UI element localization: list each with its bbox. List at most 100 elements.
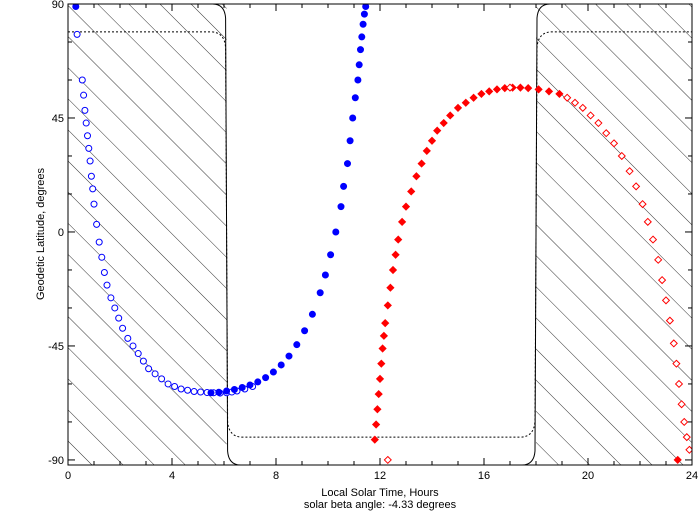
point-series3-10 (625, 167, 634, 176)
point-series2-16 (407, 187, 416, 196)
point-series2-23 (446, 111, 455, 120)
point-series2-35 (544, 87, 554, 96)
point-series1-0 (72, 4, 80, 11)
point-series2-18 (417, 159, 426, 168)
x-axis-title: Local Solar Time, Hours (321, 487, 439, 499)
point-series0-21 (129, 342, 137, 350)
point-series0-2 (80, 91, 88, 99)
point-series3-2 (563, 93, 572, 102)
point-series1-8 (262, 374, 270, 382)
x-tick-labels: 0 4 8 12 16 20 24 (65, 470, 698, 482)
point-series2-17 (412, 172, 421, 181)
point-series2-19 (422, 146, 431, 156)
point-series2-24 (453, 103, 463, 112)
point-series0-4 (82, 119, 90, 127)
point-series3-0 (383, 455, 392, 465)
point-series0-18 (115, 314, 123, 322)
point-series1-3 (223, 387, 231, 395)
point-series3-3 (570, 98, 580, 107)
point-series2-8 (381, 319, 390, 328)
point-series3-15 (654, 255, 663, 264)
terminator-curves (68, 4, 692, 465)
point-series3-16 (657, 275, 667, 285)
point-series2-22 (439, 118, 448, 128)
point-series2-27 (477, 89, 486, 99)
x-tick-label-24: 24 (686, 470, 698, 482)
point-series2-33 (524, 83, 533, 93)
point-series2-14 (397, 217, 407, 226)
point-series2-37 (673, 455, 682, 465)
point-series2-26 (469, 93, 478, 102)
point-series2-2 (373, 405, 382, 414)
point-series2-9 (383, 301, 392, 310)
point-series0-30 (184, 386, 192, 394)
point-series1-29 (359, 20, 367, 28)
point-series1-9 (269, 368, 277, 376)
point-series0-13 (98, 253, 106, 261)
point-series2-12 (391, 250, 400, 259)
point-series0-22 (134, 350, 142, 358)
point-series1-7 (254, 378, 262, 386)
point-series3-23 (680, 417, 689, 427)
point-series2-7 (379, 331, 389, 340)
x-tick-label-4: 4 (169, 470, 175, 482)
point-series1-15 (316, 289, 324, 297)
point-series1-27 (357, 46, 364, 54)
point-series2-3 (374, 389, 383, 399)
beta-angle-caption: solar beta angle: -4.33 degrees (304, 499, 457, 511)
point-series0-16 (107, 294, 115, 302)
point-series0-15 (103, 281, 111, 289)
point-series0-26 (158, 375, 166, 383)
point-series2-20 (427, 136, 437, 145)
point-series3-14 (648, 235, 658, 244)
y-axis-title: Geodetic Latitude, degrees (35, 167, 47, 300)
point-series2-25 (461, 98, 470, 107)
axis-ticks (67, 3, 693, 465)
point-series0-0 (73, 30, 81, 38)
point-series3-24 (682, 433, 691, 442)
point-series0-31 (190, 388, 198, 396)
point-series1-21 (344, 160, 351, 168)
point-series0-20 (124, 334, 132, 342)
point-series1-25 (354, 76, 362, 84)
point-series0-3 (81, 106, 89, 114)
point-series0-27 (164, 380, 172, 388)
point-series1-22 (346, 137, 354, 145)
point-series0-7 (86, 157, 94, 165)
x-tick-label-20: 20 (582, 470, 594, 482)
night-regions (68, 4, 692, 465)
point-series1-30 (360, 10, 368, 18)
point-series2-34 (534, 85, 543, 94)
point-series1-19 (337, 203, 345, 211)
point-series2-4 (375, 374, 385, 383)
point-series3-8 (609, 139, 619, 148)
data-points (72, 4, 692, 465)
x-tick-label-12: 12 (374, 470, 386, 482)
point-series0-10 (90, 200, 98, 208)
point-series1-28 (358, 33, 366, 41)
terminator-solid (68, 4, 692, 465)
point-series2-13 (394, 235, 403, 244)
y-tick-label--45: -45 (48, 341, 64, 353)
point-series1-4 (230, 386, 238, 394)
point-series2-10 (386, 283, 395, 292)
point-series2-1 (371, 420, 381, 429)
point-series3-11 (631, 182, 641, 191)
point-series1-31 (362, 4, 370, 11)
point-series2-36 (555, 89, 564, 99)
point-series1-18 (332, 228, 340, 236)
point-series3-20 (672, 359, 681, 368)
point-series2-29 (492, 85, 502, 94)
point-series3-7 (602, 129, 611, 138)
terminator-dotted (68, 31, 692, 438)
night-region-1 (536, 4, 692, 465)
point-series1-17 (327, 251, 335, 259)
point-series2-21 (433, 126, 442, 135)
point-series1-26 (355, 61, 363, 69)
y-tick-label-0: 0 (58, 227, 64, 239)
point-series0-28 (171, 382, 179, 390)
point-series2-15 (401, 202, 411, 211)
point-series3-13 (643, 217, 652, 226)
point-series1-2 (215, 388, 223, 396)
